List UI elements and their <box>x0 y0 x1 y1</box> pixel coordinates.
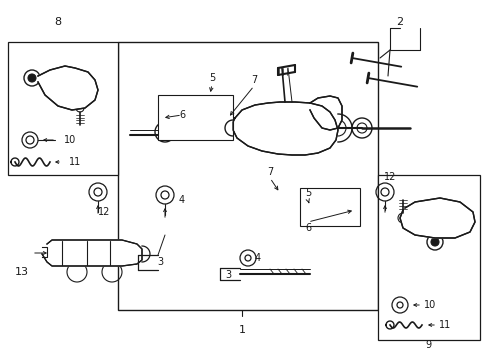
Text: 1: 1 <box>238 325 245 335</box>
Text: 6: 6 <box>179 110 184 120</box>
Text: 11: 11 <box>69 157 81 167</box>
Text: 4: 4 <box>254 253 261 263</box>
Bar <box>8 42 118 175</box>
Polygon shape <box>232 102 337 155</box>
Text: 5: 5 <box>304 188 310 198</box>
Text: 10: 10 <box>423 300 435 310</box>
Text: 11: 11 <box>438 320 450 330</box>
Text: 9: 9 <box>424 340 430 350</box>
Polygon shape <box>38 66 98 110</box>
Text: 6: 6 <box>305 223 310 233</box>
Polygon shape <box>42 240 142 266</box>
Text: 2: 2 <box>396 17 403 27</box>
Bar <box>158 95 232 140</box>
Polygon shape <box>309 96 341 130</box>
Text: 10: 10 <box>64 135 76 145</box>
Text: 3: 3 <box>157 257 163 267</box>
Bar <box>377 175 479 340</box>
Text: 12: 12 <box>383 172 395 182</box>
Bar <box>118 42 377 310</box>
Text: 8: 8 <box>54 17 61 27</box>
Text: 13: 13 <box>15 267 29 277</box>
Circle shape <box>28 74 36 82</box>
Text: 7: 7 <box>250 75 257 85</box>
Text: 3: 3 <box>224 270 231 280</box>
Circle shape <box>430 238 438 246</box>
Text: 7: 7 <box>266 167 273 177</box>
Bar <box>299 188 359 226</box>
Text: 12: 12 <box>98 207 110 217</box>
Text: 5: 5 <box>208 73 215 83</box>
Text: 4: 4 <box>179 195 184 205</box>
Polygon shape <box>399 198 474 238</box>
